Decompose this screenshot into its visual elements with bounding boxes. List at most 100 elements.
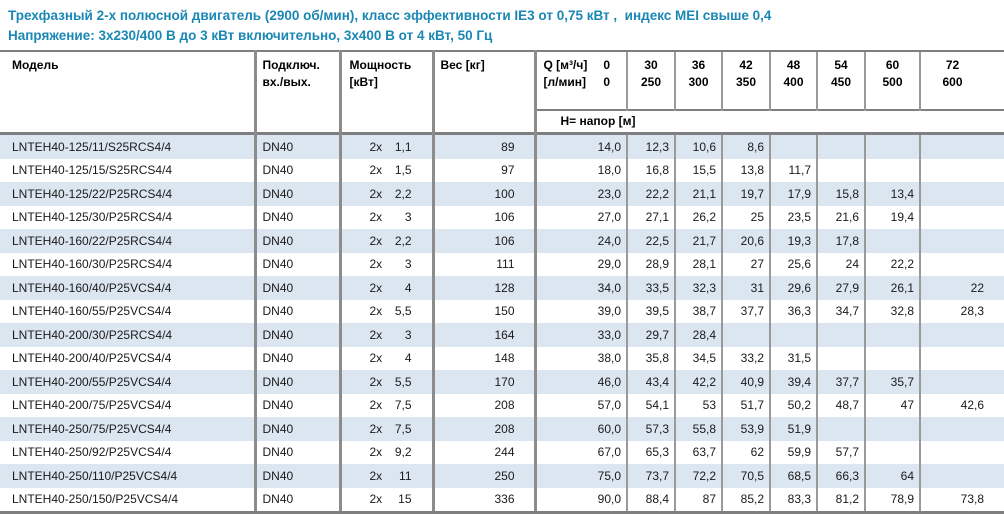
col-header-flow-36: 36 300 xyxy=(674,50,722,110)
connection-cell: DN40 xyxy=(253,323,340,347)
power-cell-inner: 2x 3 xyxy=(342,257,432,271)
head-cell-q48: 31,5 xyxy=(769,346,817,370)
power-prefix: 2x xyxy=(369,304,383,319)
head-cell-q0: 38,0 xyxy=(533,346,627,370)
weight-cell: 100 xyxy=(431,182,535,206)
head-cell-q60: 47 xyxy=(864,393,920,417)
head-cell-q0: 39,0 xyxy=(533,299,627,323)
weight-cell: 336 xyxy=(431,487,535,514)
head-cell-q30: 43,4 xyxy=(626,370,675,394)
head-cell-q48: 50,2 xyxy=(769,393,817,417)
head-cell-q36: 28,1 xyxy=(674,252,722,276)
head-cell-q30: 73,7 xyxy=(626,464,675,488)
power-cell: 2x 1,5 xyxy=(338,158,433,182)
power-value: 2,2 xyxy=(394,233,412,248)
head-cell-q36: 87 xyxy=(674,487,722,514)
head-cell-q30: 27,1 xyxy=(626,205,675,229)
connection-cell: DN40 xyxy=(253,370,340,394)
col-header-connection-line1: Подключ. xyxy=(262,58,320,72)
head-cell-q36: 72,2 xyxy=(674,464,722,488)
head-cell-q54 xyxy=(816,158,865,182)
table-row: LNTEH40-250/150/P25VCS4/4 DN40 2x 15 336… xyxy=(0,487,1004,514)
connection-cell: DN40 xyxy=(253,417,340,441)
head-cell-q42: 13,8 xyxy=(721,158,770,182)
head-cell-q36: 55,8 xyxy=(674,417,722,441)
table-row: LNTEH40-200/55/P25VCS4/4 DN40 2x 5,5 170… xyxy=(0,370,1004,394)
power-cell: 2x 7,5 xyxy=(338,393,433,417)
head-cell-q54: 34,7 xyxy=(816,299,865,323)
power-cell-inner: 2x 15 xyxy=(342,492,432,506)
flow-lmin-value: 300 xyxy=(688,75,709,89)
model-cell: LNTEH40-160/30/P25RCS4/4 xyxy=(12,257,173,272)
head-cell-q0: 75,0 xyxy=(533,464,627,488)
table-row: LNTEH40-125/15/S25RCS4/4 DN40 2x 1,5 97 … xyxy=(0,158,1004,182)
head-cell-q0: 33,0 xyxy=(533,323,627,347)
weight-cell: 106 xyxy=(431,205,535,229)
head-cell-q54: 37,7 xyxy=(816,370,865,394)
head-cell-q54 xyxy=(816,323,865,347)
power-prefix: 2x xyxy=(369,327,383,342)
table-row: LNTEH40-160/40/P25VCS4/4 DN40 2x 4 128 3… xyxy=(0,276,1004,300)
power-value: 3 xyxy=(404,210,412,225)
head-cell-q30: 12,3 xyxy=(626,132,675,159)
power-prefix: 2x xyxy=(369,139,383,154)
head-cell-q60: 19,4 xyxy=(864,205,920,229)
flow-m3h-value: 36 xyxy=(691,58,706,72)
flow-unit-m3h-label: Q [м³/ч] xyxy=(543,58,588,72)
connection-cell: DN40 xyxy=(253,252,340,276)
col-header-flow-48: 48 400 xyxy=(769,50,817,110)
power-cell-inner: 2x 7,5 xyxy=(342,422,432,436)
head-cell-q36: 34,5 xyxy=(674,346,722,370)
head-cell-q30: 29,7 xyxy=(626,323,675,347)
power-cell-inner: 2x 3 xyxy=(342,210,432,224)
flow-unit-m3h: Q [м³/ч] 0 xyxy=(537,57,627,74)
head-cell-q48: 51,9 xyxy=(769,417,817,441)
power-value: 11 xyxy=(399,468,412,483)
table-header: Модель Подключ. вх./вых. Мощность [кВт] … xyxy=(0,50,1004,134)
power-prefix: 2x xyxy=(369,468,383,483)
model-cell: LNTEH40-250/150/P25VCS4/4 xyxy=(0,487,255,514)
flow-lmin-value: 600 xyxy=(942,75,963,89)
connection-cell: DN40 xyxy=(253,440,340,464)
head-cell-q36: 26,2 xyxy=(674,205,722,229)
head-cell-q60 xyxy=(864,158,920,182)
head-cell-q60 xyxy=(864,346,920,370)
flow-lmin-value: 450 xyxy=(830,75,852,89)
head-cell-q48: 36,3 xyxy=(769,299,817,323)
weight-cell: 208 xyxy=(431,393,535,417)
head-cell-q42: 19,7 xyxy=(721,182,770,206)
head-cell-q30: 28,9 xyxy=(626,252,675,276)
head-cell-q72: 22 xyxy=(919,276,1004,300)
col-header-flow-60: 60 500 xyxy=(864,50,920,110)
power-prefix: 2x xyxy=(369,280,383,295)
flow-m3h-value: 54 xyxy=(834,58,848,72)
power-value: 15 xyxy=(398,492,412,507)
head-cell-q42: 53,9 xyxy=(721,417,770,441)
head-cell-q48: 17,9 xyxy=(769,182,817,206)
power-value: 4 xyxy=(404,280,412,295)
col-header-flow-42: 42 350 xyxy=(721,50,770,110)
power-cell-inner: 2x 11 xyxy=(342,469,432,483)
power-value: 3 xyxy=(404,257,412,272)
head-cell-q30: 88,4 xyxy=(626,487,675,514)
connection-cell: DN40 xyxy=(253,346,340,370)
head-cell-q72: 42,6 xyxy=(919,393,1004,417)
power-value: 1,5 xyxy=(394,163,412,178)
head-cell-q48: 23,5 xyxy=(769,205,817,229)
head-cell-q48: 68,5 xyxy=(769,464,817,488)
head-cell-q72 xyxy=(919,229,1004,253)
power-value: 9,2 xyxy=(394,445,412,460)
power-prefix: 2x xyxy=(369,445,383,460)
power-cell-inner: 2x 4 xyxy=(342,351,432,365)
power-cell-inner: 2x 5,5 xyxy=(342,304,432,318)
head-cell-q54: 27,9 xyxy=(816,276,865,300)
model-cell: LNTEH40-125/22/P25RCS4/4 xyxy=(12,186,173,201)
power-cell: 2x 3 xyxy=(338,205,433,229)
head-cell-q0: 23,0 xyxy=(533,182,627,206)
col-header-power-line1: Мощность xyxy=(349,58,412,72)
model-cell: LNTEH40-200/75/P25VCS4/4 xyxy=(12,398,172,413)
head-cell-q42: 31 xyxy=(721,276,770,300)
head-cell-q42: 25 xyxy=(721,205,770,229)
power-cell-inner: 2x 3 xyxy=(342,328,432,342)
